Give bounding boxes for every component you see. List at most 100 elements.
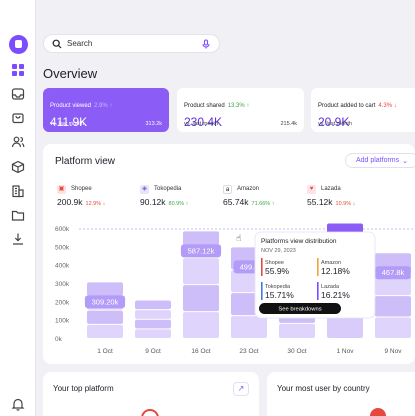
x-tick-label: 23 Oct	[239, 348, 258, 355]
tooltip-color-bar	[261, 282, 263, 300]
chart-bar-segment	[375, 317, 411, 338]
notification-bell-icon[interactable]	[11, 397, 25, 411]
data-label-bg	[324, 236, 366, 250]
tooltip-item-value: 15.71%	[265, 290, 294, 300]
card-label: Product added to cart	[318, 103, 376, 109]
tokopedia-icon: ◈	[140, 185, 149, 194]
card-change: 13.3% ↑	[227, 103, 250, 109]
x-tick-label: 16 Oct	[191, 348, 210, 355]
chart-bar-segment	[375, 296, 411, 317]
chart-bar-segment	[231, 293, 267, 316]
platform-shopee[interactable]: ▣ Shopee 200.9k 12.9% ↓	[57, 185, 105, 210]
data-label-bg	[375, 266, 411, 280]
download-icon[interactable]	[11, 232, 25, 246]
tooltip-item-name: Shopee	[265, 260, 284, 266]
platform-change: 80.9% ↑	[168, 201, 189, 207]
shopping-bag-icon[interactable]	[11, 110, 25, 124]
platform-amazon[interactable]: a Amazon 65.74k 71.66% ↑	[223, 185, 274, 210]
lazada-icon: ♥	[307, 185, 316, 194]
card-value: 20.9K	[318, 115, 350, 129]
tooltip-item-value: 55.9%	[265, 266, 290, 276]
search-input[interactable]: Search	[67, 39, 93, 48]
chart-bar-segment	[279, 323, 315, 338]
y-tick-label: 500k	[55, 244, 70, 251]
tooltip-color-bar	[317, 258, 319, 276]
platform-lazada[interactable]: ♥ Lazada 55.12k 10.9% ↓	[307, 185, 356, 210]
tooltip-date: NOV 29, 2023	[261, 248, 296, 254]
y-tick-label: 100k	[55, 318, 70, 325]
chart-bar-segment	[87, 296, 123, 310]
chart-bar-segment	[231, 270, 267, 293]
see-breakdowns-button[interactable]	[259, 303, 341, 314]
tooltip-item-name: Amazon	[321, 260, 341, 266]
data-label: 467.8k	[382, 268, 405, 277]
platform-change: 10.9% ↓	[335, 201, 356, 207]
panel-title: Platform view	[55, 156, 116, 167]
top-platform-card: Your top platform ↗	[43, 372, 259, 416]
card-title: Your top platform	[53, 384, 114, 393]
chart-bar-segment	[327, 252, 363, 281]
card-value: 411.9K	[50, 115, 88, 129]
chart-bar-segment	[375, 253, 411, 274]
kpi-card-product-shared[interactable]: Product shared 13.3% ↑ 230.4K vs. last mo…	[177, 88, 304, 132]
chart-bar-segment	[183, 231, 219, 258]
x-tick-label: 1 Oct	[97, 348, 113, 355]
dashboard-icon[interactable]	[11, 63, 25, 77]
card-foot-label: vs. last month	[184, 121, 218, 127]
search-bar[interactable]: Search	[43, 34, 220, 53]
inbox-icon[interactable]	[11, 87, 25, 101]
building-icon[interactable]	[11, 184, 25, 198]
data-label: 630.19k	[332, 238, 359, 247]
tooltip-card	[254, 231, 376, 319]
chart-bar-segment	[183, 258, 219, 285]
page-title: Overview	[43, 66, 98, 81]
tooltip-item-value: 12.18%	[321, 266, 350, 276]
chevron-down-icon: ⌄	[402, 157, 408, 165]
chart-bar-segment	[327, 310, 363, 338]
add-platforms-label: Add platforms	[355, 157, 400, 164]
platform-value: 65.74k	[223, 197, 249, 207]
platform-value: 55.12k	[307, 197, 333, 207]
search-icon	[52, 39, 62, 48]
card-change: 4.3% ↓	[378, 103, 397, 109]
tooltip-item-name: Lazada	[321, 284, 340, 290]
tooltip-item-value: 16.21%	[321, 290, 350, 300]
chart-bar-segment	[135, 310, 171, 319]
kpi-card-product-viewed[interactable]: Product viewed 2.9% ↑ 411.9K vs. last mon…	[43, 88, 169, 132]
chart-bar-segment	[279, 278, 315, 293]
platform-name: Tokopedia	[154, 186, 182, 192]
chart-bar-segment	[87, 324, 123, 338]
y-tick-label: 400k	[55, 263, 70, 270]
card-value: 230.4K	[184, 115, 223, 129]
platform-tokopedia[interactable]: ◈ Tokopedia 90.12k 80.9% ↑	[140, 185, 189, 210]
shopee-icon: ▣	[57, 185, 66, 194]
external-link-icon[interactable]: ↗	[233, 382, 249, 396]
microphone-icon[interactable]	[201, 38, 211, 49]
folder-icon[interactable]	[11, 208, 25, 222]
x-tick-label: 9 Nov	[385, 348, 403, 355]
kpi-card-added-to-cart[interactable]: Product added to cart 4.3% ↓ 20.9K vs. la…	[311, 88, 415, 132]
card-label: Product viewed	[50, 103, 92, 109]
users-icon[interactable]	[11, 135, 25, 149]
app-logo[interactable]	[9, 35, 28, 54]
y-tick-label: 300k	[55, 281, 70, 288]
platform-value: 200.9k	[57, 197, 83, 207]
tooltip-title: Platforms view distribution	[261, 238, 337, 245]
shopee-bag-icon	[141, 409, 159, 416]
cursor-hand-icon: ☝	[236, 234, 241, 244]
chart-bar-segment	[327, 281, 363, 310]
y-tick-label: 0k	[55, 336, 63, 343]
add-platforms-button[interactable]: Add platforms ⌄	[344, 153, 415, 168]
data-label-bg	[180, 244, 222, 258]
card-foot-label: vs. last month	[318, 121, 352, 127]
platform-view-panel: Platform view Add platforms ⌄ ▣ Shopee 20…	[43, 144, 415, 364]
platform-name: Shopee	[71, 186, 92, 192]
data-label: 309.20k	[92, 297, 119, 306]
box-icon[interactable]	[11, 160, 25, 174]
chart-bar-segment	[231, 316, 267, 338]
top-country-card: Your most user by country	[267, 372, 415, 416]
tooltip-color-bar	[261, 258, 263, 276]
chart-bar-segment	[87, 282, 123, 296]
platform-name: Amazon	[237, 186, 260, 192]
card-foot-label: vs. last month	[50, 121, 84, 127]
